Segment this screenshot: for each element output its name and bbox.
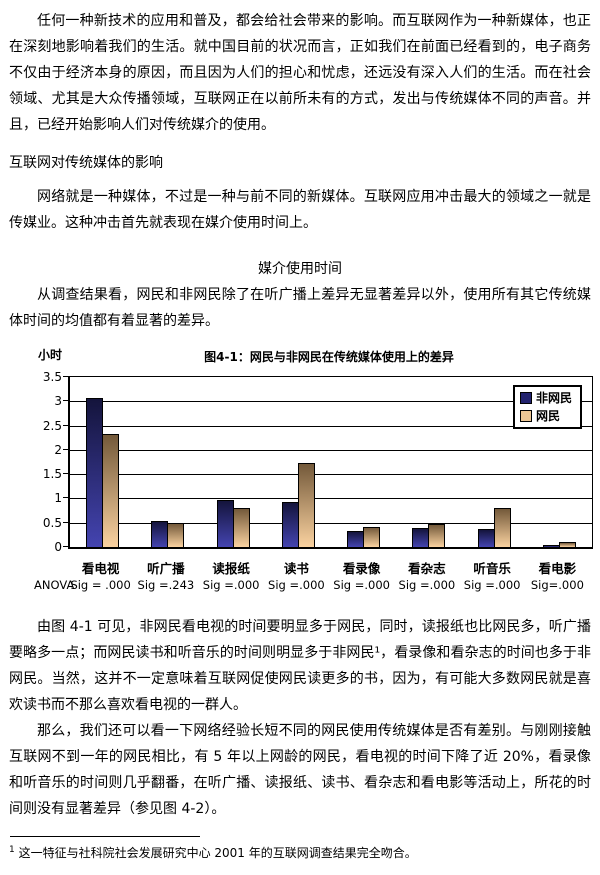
category-label: 读书 (283, 561, 309, 576)
footnote-marker: 1 (9, 845, 15, 855)
legend-swatch-icon (519, 410, 532, 422)
category-label: 看录像 (342, 561, 381, 576)
footnote-separator (10, 836, 200, 837)
section-heading: 互联网对传统媒体的影响 (9, 155, 163, 171)
paragraph-media: 网络就是一种媒体，不过是一种与前不同的新媒体。互联网应用冲击最大的领域之一就是传… (9, 189, 591, 231)
category-label: 听广播 (147, 561, 185, 576)
bar-网民 (428, 524, 446, 547)
legend-swatch-icon (519, 392, 532, 404)
bar-非网民 (477, 529, 495, 547)
plot-area: 非网民 网民 (68, 376, 593, 549)
y-tick-mark (63, 400, 68, 401)
chart-legend: 非网民 网民 (512, 385, 582, 429)
y-tick-mark (63, 449, 68, 450)
y-tick-label: 0.5 (42, 516, 62, 530)
bar-网民 (102, 434, 120, 547)
category-label: 看杂志 (408, 561, 446, 576)
paragraph-analysis: 由图 4-1 可见，非网民看电视的时间要明显多于网民，同时，读报纸也比网民多，听… (9, 619, 591, 713)
y-tick-label: 3.5 (42, 370, 62, 384)
media-usage-chart: 小时 图4-1：网民与非网民在传统媒体使用上的差异非网民网民 0 0.5 1 1.5 2 2.… (34, 346, 600, 598)
x-axis-labels: 看电视 听广播 读报纸 读书 看录像 看杂志 听音乐 看电影 (68, 558, 590, 577)
y-tick-label: 1 (54, 491, 62, 505)
gridline (70, 523, 592, 524)
legend-entry: 非网民 (519, 391, 572, 405)
footnote: 1 这一特征与社科院社会发展研究中心 2001 年的互联网调查结果完全吻合。 (9, 836, 591, 862)
gridline (70, 426, 592, 427)
y-tick-label: 2 (54, 443, 62, 457)
y-tick-mark (63, 546, 68, 547)
category-label: 听音乐 (473, 561, 511, 576)
bar-非网民 (86, 398, 104, 547)
y-tick-mark (63, 497, 68, 498)
bar-网民 (558, 542, 576, 547)
legend-label: 网民 (535, 409, 560, 423)
anova-sig-value: Sig=.000 (530, 578, 584, 592)
bar-group (201, 377, 266, 547)
anova-row-label: ANOVA (34, 578, 75, 592)
bar-网民 (493, 508, 511, 547)
gridline (70, 498, 592, 499)
paragraph-intro: 任何一种新技术的应用和普及，都会给社会带来的影响。而互联网作为一种新媒体，也正在… (9, 13, 591, 133)
legend-entry: 网民 (519, 409, 572, 423)
footnote-body: 这一特征与社科院社会发展研究中心 2001 年的互联网调查结果完全吻合。 (18, 846, 417, 860)
y-tick-mark (63, 522, 68, 523)
anova-sig-value: Sig =.000 (202, 578, 260, 592)
anova-sig-value: Sig = .000 (70, 578, 131, 592)
y-axis-unit-label: 小时 (38, 348, 63, 362)
bar-group (331, 377, 396, 547)
y-tick-label: 1.5 (42, 467, 62, 481)
anova-sig-value: Sig =.000 (268, 578, 325, 592)
bar-非网民 (281, 502, 299, 547)
bar-group (527, 377, 592, 547)
paragraph-experience: 那么，我们还可以看一下网络经验长短不同的网民使用传统媒体是否有差别。与刚刚接触互… (9, 723, 591, 817)
bar-group (462, 377, 527, 547)
y-tick-mark (63, 376, 68, 377)
footnote-text: 1 这一特征与社科院社会发展研究中心 2001 年的互联网调查结果完全吻合。 (9, 841, 591, 862)
bar-group (266, 377, 331, 547)
y-tick-label: 2.5 (42, 419, 62, 433)
y-tick-mark (63, 473, 68, 474)
legend-label: 非网民 (535, 391, 572, 405)
category-label: 看电影 (538, 561, 577, 576)
bar-网民 (232, 508, 250, 547)
y-tick-mark (63, 425, 68, 426)
bars-row (70, 377, 592, 547)
bar-非网民 (542, 545, 560, 547)
gridline (70, 401, 592, 402)
bar-非网民 (412, 528, 430, 547)
bar-group (396, 377, 461, 547)
anova-sig-value: Sig =.000 (398, 578, 456, 592)
gridline (70, 474, 592, 475)
anova-sig-row: Sig = .000 Sig =.243 Sig =.000 Sig =.000 Sig… (68, 578, 590, 592)
bar-网民 (167, 523, 185, 547)
category-label: 看电视 (81, 561, 120, 576)
y-tick-label: 0 (54, 540, 62, 554)
bar-group (70, 377, 135, 547)
anova-sig-value: Sig =.000 (463, 578, 521, 592)
bar-网民 (363, 527, 381, 547)
bar-非网民 (216, 500, 234, 547)
bar-group (135, 377, 200, 547)
paragraph-survey: 从调查结果看，网民和非网民除了在听广播上差异无显著差异以外，使用所有其它传统媒体… (9, 287, 591, 329)
subheading-media-usage-time: 媒介使用时间 (258, 261, 342, 277)
y-tick-label: 3 (54, 394, 62, 408)
gridline (70, 450, 592, 451)
category-label: 读报纸 (212, 561, 250, 576)
bar-非网民 (151, 521, 169, 547)
bar-网民 (297, 463, 315, 547)
chart-title: 图4-1：网民与非网民在传统媒体使用上的差异 (204, 350, 454, 364)
anova-sig-value: Sig =.243 (137, 578, 195, 592)
anova-sig-value: Sig =.000 (333, 578, 390, 592)
bar-非网民 (347, 531, 365, 547)
